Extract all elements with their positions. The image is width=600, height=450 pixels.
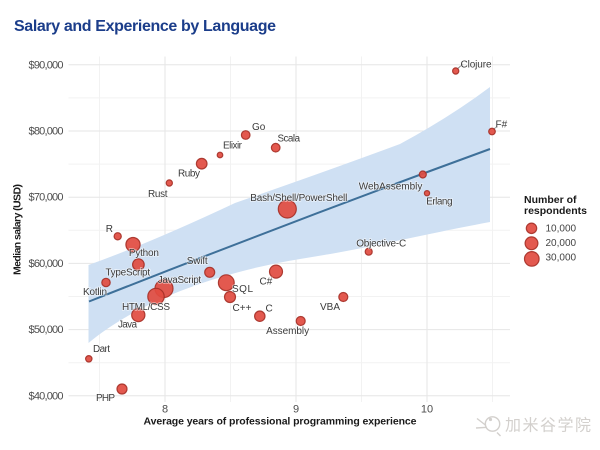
svg-text:Elixir: Elixir (223, 141, 243, 152)
svg-text:$80,000: $80,000 (29, 126, 64, 138)
svg-text:Go: Go (252, 122, 266, 133)
svg-text:Rust: Rust (148, 189, 168, 200)
svg-text:8: 8 (162, 404, 168, 416)
svg-text:$90,000: $90,000 (29, 59, 64, 71)
svg-text:Python: Python (129, 248, 159, 259)
svg-text:Assembly: Assembly (266, 326, 309, 337)
svg-text:C: C (266, 304, 273, 315)
svg-text:C++: C++ (233, 303, 252, 314)
svg-text:加米谷学院: 加米谷学院 (505, 417, 593, 435)
svg-text:Number of: Number of (524, 194, 577, 206)
svg-text:Erlang: Erlang (426, 197, 452, 208)
svg-text:Salary and Experience by Langu: Salary and Experience by Language (14, 18, 276, 35)
svg-text:$50,000: $50,000 (29, 324, 64, 336)
svg-text:R: R (106, 224, 113, 235)
svg-text:10: 10 (421, 404, 433, 416)
svg-text:JavaScript: JavaScript (158, 275, 202, 286)
svg-text:20,000: 20,000 (546, 238, 577, 249)
svg-text:$70,000: $70,000 (29, 192, 64, 204)
svg-text:TypeScript: TypeScript (105, 268, 150, 279)
svg-text:PHP: PHP (96, 393, 115, 404)
svg-text:WebAssembly: WebAssembly (359, 182, 423, 193)
svg-text:Ruby: Ruby (178, 169, 200, 180)
svg-text:$40,000: $40,000 (29, 390, 64, 402)
svg-text:Kotlin: Kotlin (83, 287, 107, 298)
svg-text:Scala: Scala (278, 134, 301, 145)
svg-text:C#: C# (260, 277, 273, 288)
svg-text:10,000: 10,000 (546, 224, 577, 235)
svg-text:9: 9 (293, 404, 299, 416)
svg-text:Java: Java (118, 320, 137, 331)
svg-text:HTML/CSS: HTML/CSS (122, 302, 170, 313)
svg-text:Median salary (USD): Median salary (USD) (12, 184, 24, 275)
svg-text:Objective-C: Objective-C (356, 239, 406, 250)
svg-text:Clojure: Clojure (461, 60, 492, 71)
svg-text:VBA: VBA (320, 302, 340, 313)
svg-text:F#: F# (496, 120, 508, 131)
svg-text:Average years of professional: Average years of professional programmin… (144, 416, 417, 428)
svg-text:Dart: Dart (93, 344, 110, 355)
svg-text:SQL: SQL (232, 284, 253, 295)
svg-text:Swift: Swift (187, 256, 208, 267)
svg-text:30,000: 30,000 (546, 253, 577, 264)
svg-text:respondents: respondents (524, 205, 587, 217)
svg-text:$60,000: $60,000 (29, 258, 64, 270)
svg-text:Bash/Shell/PowerShell: Bash/Shell/PowerShell (250, 193, 347, 204)
